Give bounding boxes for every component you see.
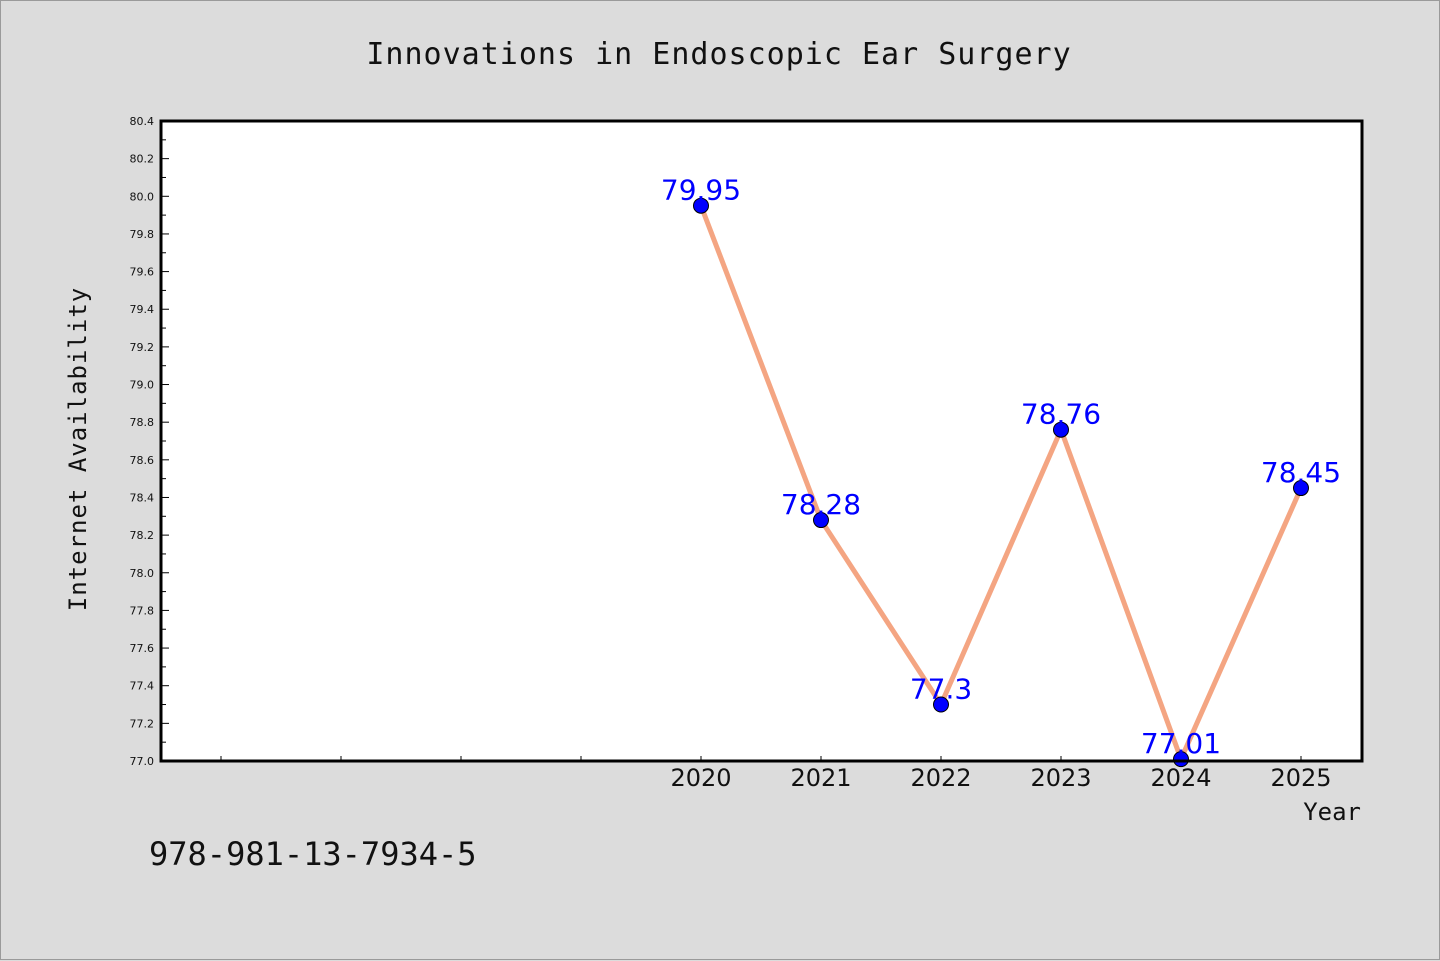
y-axis-label: Internet Availability bbox=[64, 287, 92, 611]
y-tick-label: 78.4 bbox=[130, 491, 155, 504]
y-tick-label: 79.8 bbox=[130, 228, 155, 241]
y-tick-label: 77.2 bbox=[130, 717, 155, 730]
x-axis-label: Year bbox=[1303, 798, 1361, 826]
y-tick-label: 77.4 bbox=[130, 680, 155, 693]
y-tick-label: 79.0 bbox=[130, 379, 155, 392]
y-axis-ticks: 77.0 77.2 77.4 77.6 77.8 78.0 78.2 78.4 78.6 78.8… bbox=[130, 115, 169, 768]
y-tick-label: 78.2 bbox=[130, 529, 155, 542]
data-point bbox=[693, 197, 709, 214]
series-line bbox=[698, 203, 1304, 762]
data-label: 77.3 bbox=[910, 673, 972, 706]
data-point bbox=[813, 512, 829, 529]
isbn-note: 978-981-13-7934-5 bbox=[149, 835, 477, 873]
y-tick-label: 78.0 bbox=[130, 567, 155, 580]
y-tick-label: 79.6 bbox=[130, 266, 155, 279]
data-point bbox=[1173, 751, 1189, 768]
data-point bbox=[933, 696, 949, 713]
data-label: 78.28 bbox=[781, 488, 861, 521]
data-label: 79.95 bbox=[661, 174, 741, 207]
y-tick-label: 77.6 bbox=[130, 642, 155, 655]
x-axis-ticks: 2020 2021 2022 2023 2024 2025 bbox=[220, 756, 1332, 792]
data-label: 77.01 bbox=[1141, 727, 1221, 760]
x-tick-label: 2024 bbox=[1150, 764, 1211, 792]
y-tick-label: 80.4 bbox=[130, 115, 155, 128]
chart-title: Innovations in Endoscopic Ear Surgery bbox=[366, 37, 1071, 72]
y-tick-label: 78.6 bbox=[130, 454, 155, 467]
x-tick-label: 2020 bbox=[670, 764, 731, 792]
y-tick-label: 79.2 bbox=[130, 341, 155, 354]
data-label: 78.76 bbox=[1021, 398, 1101, 431]
x-tick-label: 2023 bbox=[1030, 764, 1091, 792]
y-tick-label: 78.8 bbox=[130, 416, 155, 429]
y-tick-label: 77.8 bbox=[130, 604, 155, 617]
x-tick-label: 2022 bbox=[910, 764, 971, 792]
data-label: 78.45 bbox=[1261, 456, 1341, 489]
x-tick-label: 2025 bbox=[1270, 764, 1331, 792]
x-tick-label: 2021 bbox=[790, 764, 851, 792]
y-tick-label: 77.0 bbox=[130, 755, 155, 768]
data-point bbox=[1293, 480, 1309, 497]
plot-border bbox=[159, 119, 1364, 763]
y-tick-label: 80.2 bbox=[130, 153, 155, 166]
data-point bbox=[1053, 421, 1069, 438]
y-tick-label: 80.0 bbox=[130, 190, 155, 203]
series-layer: 79.95 78.28 77.3 78.76 77.01 78.45 bbox=[661, 174, 1341, 768]
plot-area bbox=[161, 121, 1362, 761]
y-tick-label: 79.4 bbox=[130, 303, 155, 316]
